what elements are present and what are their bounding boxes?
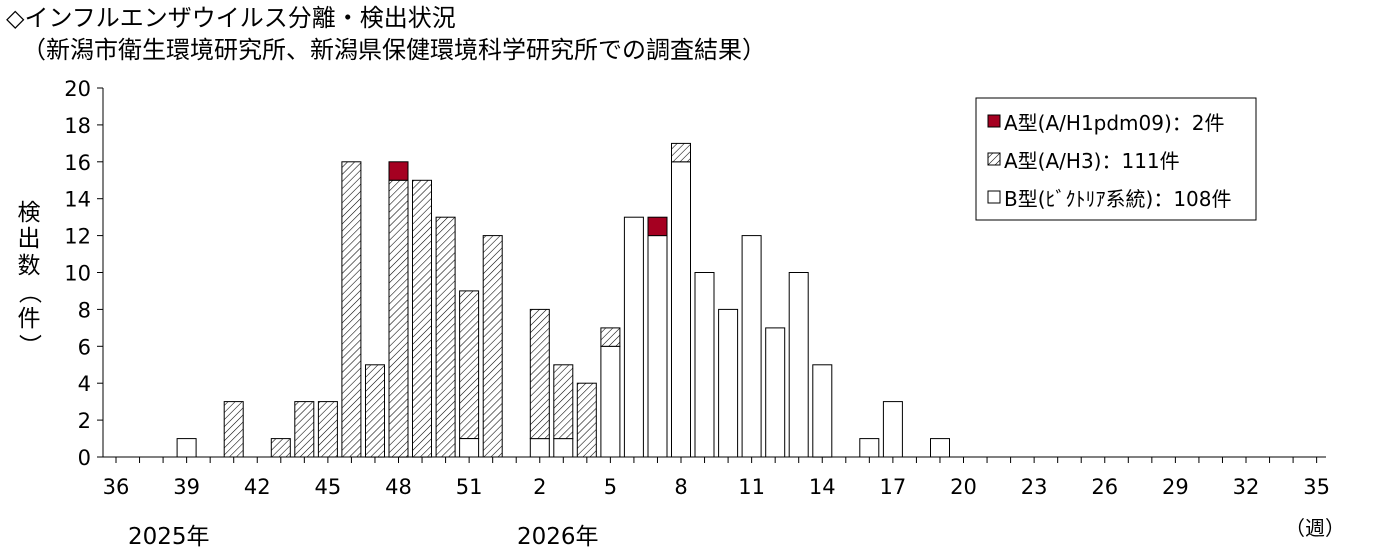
bar-segment-series-0-week-19 bbox=[930, 438, 950, 458]
bar-segment-series-1-week-52 bbox=[482, 235, 503, 458]
legend-label-series-0: B型(ﾋﾞｸﾄﾘｱ系統)：108件 bbox=[1004, 187, 1232, 211]
x-tick-label: 17 bbox=[880, 475, 907, 499]
y-tick-label: 16 bbox=[64, 151, 91, 175]
y-tick-label: 20 bbox=[64, 77, 91, 101]
bar-segment-series-2-week-7 bbox=[647, 216, 668, 237]
legend: A型(A/H1pdm09)：2件 A型(A/H3)：111件 B型(ﾋﾞｸﾄﾘｱ系統… bbox=[975, 97, 1257, 221]
legend-label-series-2: A型(A/H1pdm09)：2件 bbox=[1004, 111, 1225, 135]
bar-segment-series-1-week-3 bbox=[553, 364, 574, 440]
x-axis-unit-label: （週） bbox=[1285, 516, 1345, 540]
bar-segment-series-1-week-43 bbox=[270, 438, 291, 458]
bar-segment-series-1-week-2 bbox=[529, 308, 550, 440]
y-tick-label: 18 bbox=[64, 114, 91, 138]
y-axis-label-char: 出 bbox=[17, 226, 41, 253]
year-label-2025: 2025年 bbox=[128, 524, 210, 550]
x-tick-label: 48 bbox=[385, 475, 412, 499]
axes-group: 0 2 4 6 8 10 12 14 16 18 20 36 39 42 45 48 51 2 5 8 11 14 17 20… bbox=[64, 77, 1330, 499]
x-tick-label: 45 bbox=[315, 475, 342, 499]
legend-swatch-series-2 bbox=[987, 114, 1001, 128]
y-tick-label: 6 bbox=[78, 335, 91, 359]
x-tick-label: 42 bbox=[244, 475, 271, 499]
legend-box bbox=[975, 97, 1257, 221]
bar-segment-series-1-week-44 bbox=[294, 401, 315, 458]
bar-segment-series-1-week-8 bbox=[671, 142, 691, 163]
bar-segment-series-1-week-4 bbox=[576, 382, 597, 458]
bars-group bbox=[176, 142, 950, 458]
y-axis-label-char: 検 bbox=[17, 200, 41, 226]
year-label-2026: 2026年 bbox=[517, 524, 599, 550]
legend-swatch-series-1 bbox=[987, 152, 1001, 166]
bar-segment-series-0-week-10 bbox=[718, 308, 739, 458]
x-tick-label: 11 bbox=[738, 475, 765, 499]
y-axis-label: 検出数（件） bbox=[14, 200, 44, 359]
bar-segment-series-0-week-12 bbox=[765, 327, 786, 458]
legend-label-series-1: A型(A/H3)：111件 bbox=[1004, 149, 1180, 173]
y-tick-label: 10 bbox=[64, 262, 91, 286]
bar-segment-series-2-week-48 bbox=[388, 161, 409, 181]
x-tick-label: 36 bbox=[103, 475, 130, 499]
bar-segment-series-1-week-41 bbox=[223, 401, 244, 458]
x-tick-label: 26 bbox=[1091, 475, 1118, 499]
bar-segment-series-1-week-50 bbox=[435, 216, 456, 458]
bar-segment-series-0-week-2 bbox=[529, 438, 550, 458]
x-tick-label: 32 bbox=[1233, 475, 1260, 499]
bar-segment-series-0-week-3 bbox=[553, 438, 574, 458]
bar-segment-series-0-week-6 bbox=[623, 216, 644, 458]
bar-segment-series-0-week-16 bbox=[859, 438, 880, 458]
x-tick-label: 20 bbox=[950, 475, 977, 499]
bar-segment-series-0-week-39 bbox=[176, 438, 197, 458]
legend-swatch-series-0 bbox=[987, 190, 1001, 204]
x-tick-label: 39 bbox=[173, 475, 200, 499]
bar-segment-series-1-week-49 bbox=[412, 179, 432, 458]
x-tick-label: 51 bbox=[456, 475, 483, 499]
bar-segment-series-1-week-5 bbox=[600, 327, 621, 347]
y-tick-label: 2 bbox=[78, 409, 91, 433]
y-tick-label: 8 bbox=[78, 298, 91, 322]
bar-segment-series-0-week-17 bbox=[882, 401, 903, 458]
x-tick-label: 5 bbox=[604, 475, 617, 499]
y-tick-label: 0 bbox=[78, 446, 91, 470]
bar-segment-series-0-week-13 bbox=[788, 272, 809, 458]
x-tick-label: 14 bbox=[809, 475, 836, 499]
bar-segment-series-1-week-45 bbox=[317, 401, 338, 458]
x-tick-label: 23 bbox=[1021, 475, 1048, 499]
bar-segment-series-1-week-48 bbox=[388, 179, 409, 458]
x-tick-label: 8 bbox=[674, 475, 687, 499]
x-tick-label: 35 bbox=[1303, 475, 1330, 499]
bar-segment-series-0-week-5 bbox=[600, 345, 621, 458]
y-axis-label-char: 件 bbox=[17, 305, 41, 332]
bar-segment-series-0-week-51 bbox=[459, 438, 480, 458]
bar-segment-series-1-week-51 bbox=[459, 290, 480, 439]
bar-segment-series-0-week-7 bbox=[647, 235, 668, 458]
chart-subtitle: （新潟市衛生環境研究所、新潟県保健環境科学研究所での調査結果） bbox=[22, 36, 766, 64]
y-tick-label: 14 bbox=[64, 188, 91, 212]
x-tick-label: 2 bbox=[533, 475, 546, 499]
y-tick-label: 12 bbox=[64, 225, 91, 249]
bar-segment-series-1-week-46 bbox=[341, 161, 362, 458]
y-axis-label-char: 数 bbox=[17, 252, 41, 279]
chart-title: ◇インフルエンザウイルス分離・検出状況 bbox=[6, 4, 456, 32]
y-tick-label: 4 bbox=[78, 372, 91, 396]
bar-segment-series-0-week-9 bbox=[694, 272, 715, 458]
bar-segment-series-0-week-14 bbox=[812, 364, 833, 458]
bar-segment-series-0-week-11 bbox=[741, 235, 762, 458]
bar-segment-series-1-week-47 bbox=[365, 364, 385, 458]
bar-segment-series-0-week-8 bbox=[671, 161, 691, 458]
x-tick-label: 29 bbox=[1162, 475, 1189, 499]
